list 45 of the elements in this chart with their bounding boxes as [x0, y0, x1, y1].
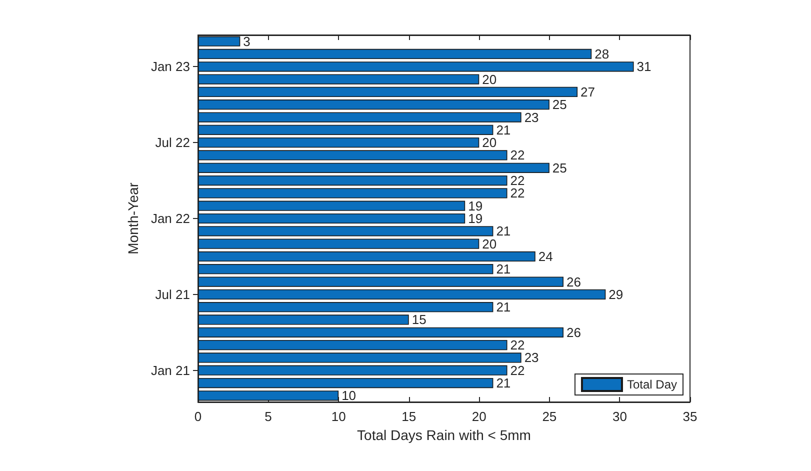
x-axis-title: Total Days Rain with < 5mm — [357, 426, 531, 443]
x-tick-label: 20 — [472, 409, 486, 424]
data-label: 25 — [552, 97, 567, 112]
data-label: 25 — [552, 160, 567, 176]
data-label: 19 — [468, 211, 483, 226]
y-tick-label: Jan 22 — [150, 211, 190, 226]
data-label: 22 — [510, 173, 525, 188]
x-tick-label: 5 — [264, 409, 272, 424]
data-label: 20 — [482, 135, 497, 150]
data-label: 23 — [524, 350, 539, 366]
data-label: 20 — [482, 236, 497, 252]
x-tick-label: 35 — [682, 409, 698, 424]
x-tick-label: 0 — [194, 409, 202, 424]
data-label: 21 — [496, 262, 511, 277]
data-label: 21 — [496, 300, 511, 315]
data-label: 28 — [594, 46, 610, 62]
data-label: 29 — [608, 286, 624, 302]
data-label: 22 — [510, 362, 525, 378]
data-label: 22 — [510, 338, 525, 353]
x-tick-label: 30 — [612, 409, 627, 424]
y-tick-label: Jan 21 — [150, 362, 190, 378]
y-tick-label: Jul 21 — [155, 286, 190, 302]
y-axis-title: Month-Year — [125, 182, 141, 254]
data-label: 19 — [468, 198, 483, 214]
y-tick-label: Jul 22 — [155, 135, 190, 150]
data-label: 26 — [566, 274, 581, 290]
data-label: 24 — [538, 248, 553, 264]
data-label: 21 — [496, 122, 511, 138]
data-label: 21 — [496, 224, 511, 239]
data-label: 26 — [566, 324, 581, 340]
legend-label: Total Day — [626, 378, 678, 392]
data-label: 20 — [482, 72, 497, 87]
data-label: 15 — [412, 312, 426, 328]
data-label: 10 — [342, 388, 356, 404]
data-label: 22 — [510, 186, 525, 201]
data-label: 21 — [496, 376, 511, 391]
y-tick-label: Jan 23 — [150, 59, 190, 74]
x-tick-label: 10 — [331, 409, 346, 424]
data-label: 3 — [243, 34, 250, 49]
data-label: 27 — [580, 84, 596, 100]
data-label: 23 — [524, 110, 539, 125]
data-label: 22 — [510, 148, 525, 163]
x-tick-label: 25 — [542, 409, 557, 424]
x-tick-label: 15 — [402, 409, 416, 424]
data-label: 31 — [636, 59, 652, 74]
